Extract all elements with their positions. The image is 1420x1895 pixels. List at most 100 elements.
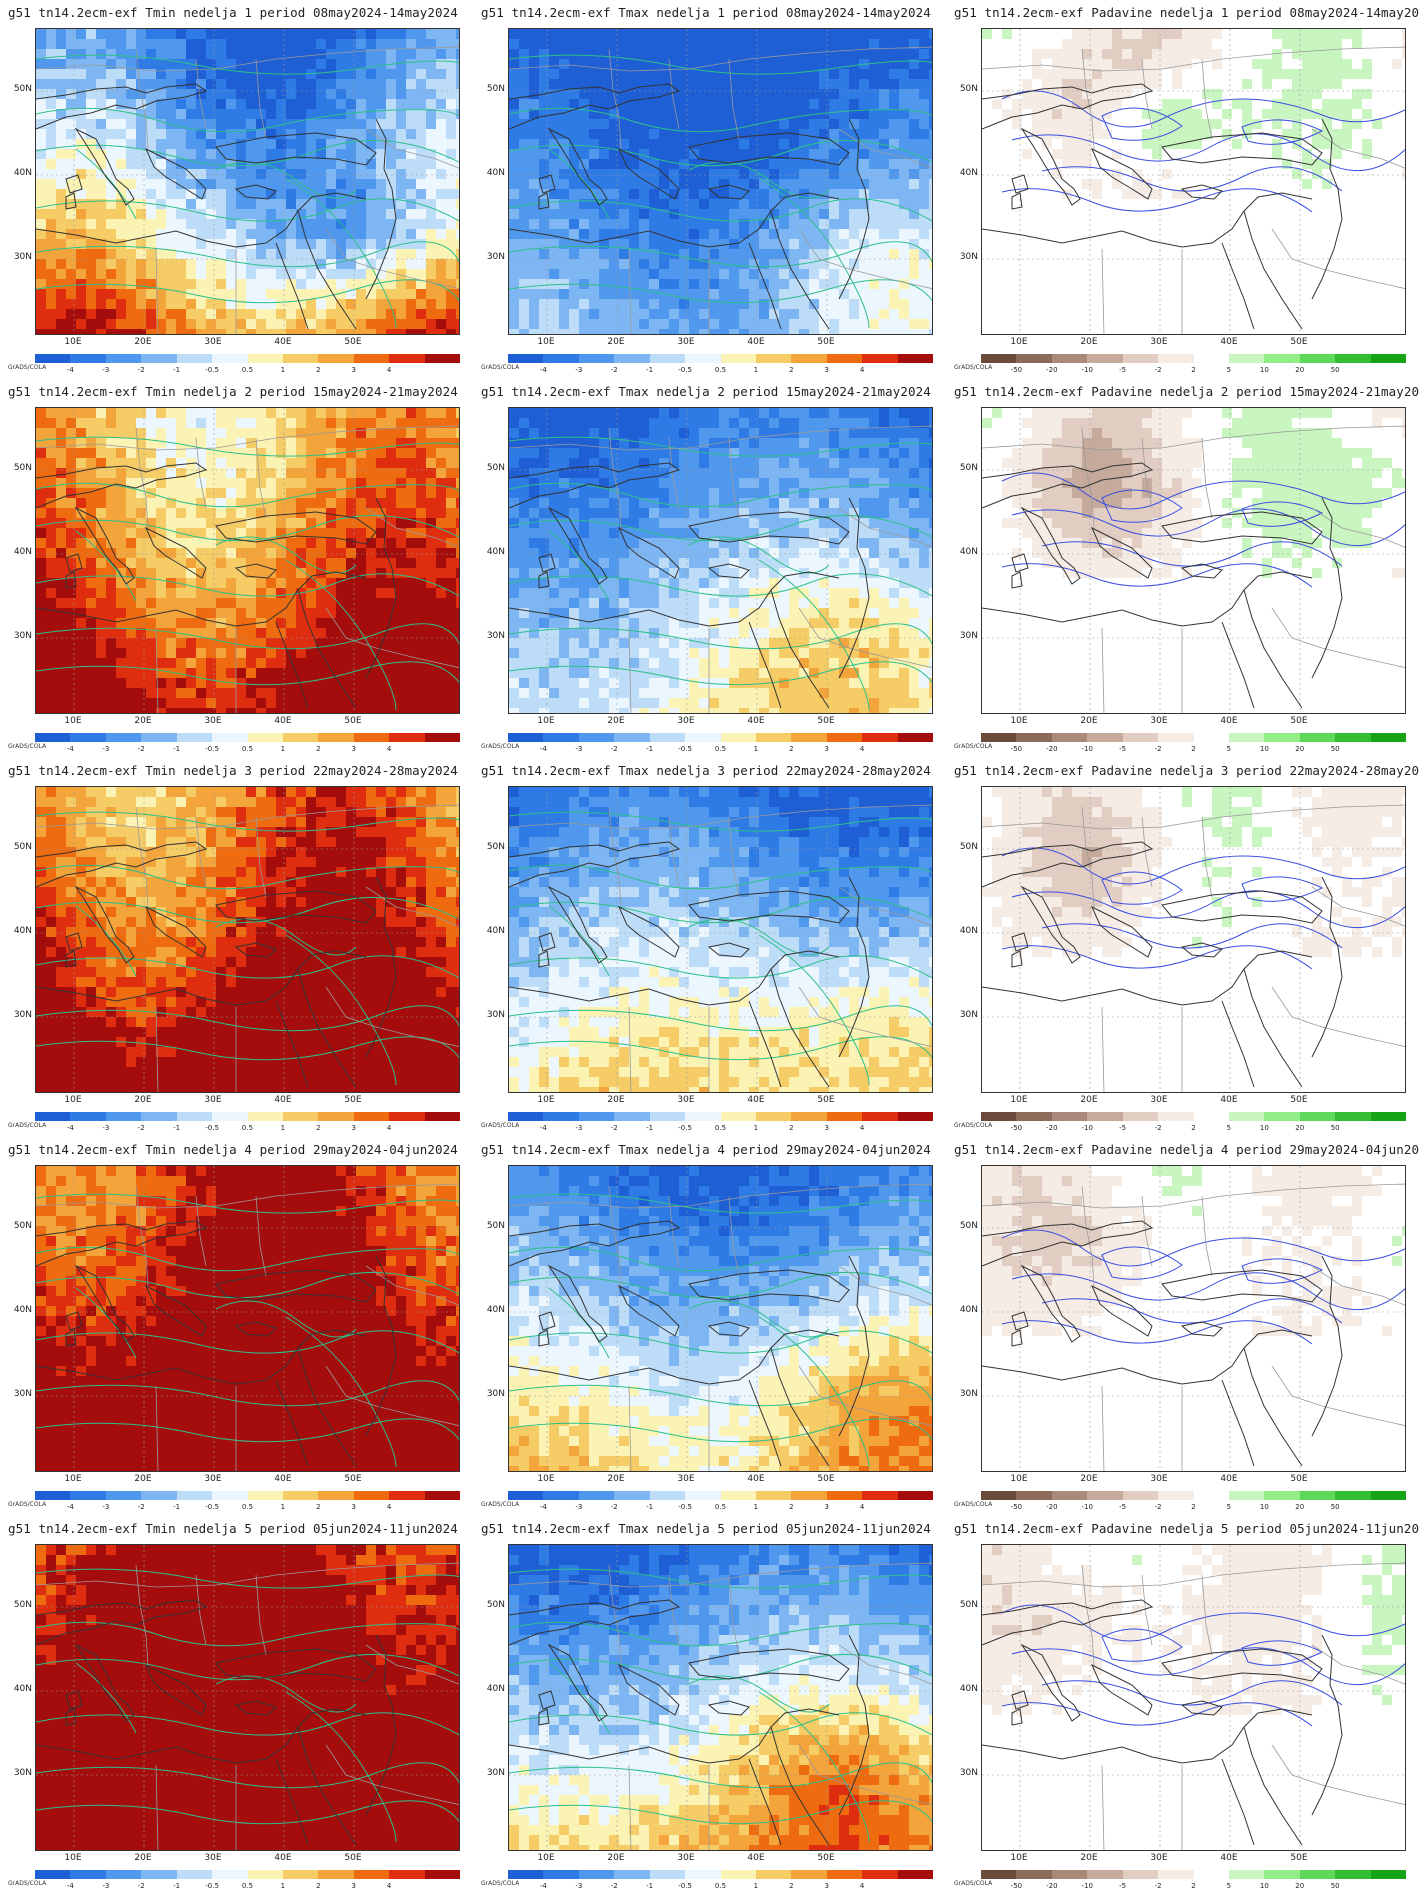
legend-swatch — [1299, 733, 1336, 742]
legend-label: 3 — [817, 1124, 837, 1132]
legend-label: 4 — [379, 745, 399, 753]
longitude-tick: 50E — [338, 337, 368, 347]
legend-swatch — [543, 733, 579, 742]
legend-swatch — [212, 733, 248, 742]
anomaly-map — [981, 1544, 1406, 1851]
legend-swatch — [1228, 1870, 1265, 1879]
latitude-tick: 50N — [475, 84, 505, 94]
legend-label: -50 — [1006, 1503, 1026, 1511]
grads-credit: GrADS/COLA — [954, 1122, 992, 1129]
legend-swatch — [685, 1491, 721, 1500]
legend-label: -20 — [1042, 745, 1062, 753]
latitude-tick: 50N — [2, 1600, 32, 1610]
latitude-tick: 40N — [948, 1305, 978, 1315]
legend-label: 50 — [1325, 745, 1345, 753]
latitude-tick: 30N — [2, 1010, 32, 1020]
latitude-tick: 40N — [475, 168, 505, 178]
longitude-tick: 40E — [1214, 1095, 1244, 1105]
longitude-tick: 20E — [1074, 1095, 1104, 1105]
longitude-tick: 50E — [338, 716, 368, 726]
legend-label: 10 — [1254, 1503, 1274, 1511]
legend-label: -10 — [1077, 1503, 1097, 1511]
legend-label: 5 — [1219, 1882, 1239, 1890]
latitude-tick: 50N — [948, 1600, 978, 1610]
legend-label: 2 — [1184, 1503, 1204, 1511]
legend-label: 1 — [746, 366, 766, 374]
latitude-tick: 40N — [475, 547, 505, 557]
panel-title: g51 tn14.2ecm-exf Tmin nedelja 5 period … — [8, 1521, 458, 1536]
legend-label: -4 — [60, 745, 80, 753]
legend-swatch — [1264, 1870, 1300, 1879]
legend-label: 4 — [852, 366, 872, 374]
map-panel-tmin-week-5: g51 tn14.2ecm-exf Tmin nedelja 5 period … — [0, 1516, 473, 1895]
legend-label: -3 — [96, 366, 116, 374]
anomaly-map — [981, 407, 1406, 714]
map-panel-tmax-week-2: g51 tn14.2ecm-exf Tmax nedelja 2 period … — [473, 379, 946, 758]
legend-swatch — [614, 354, 650, 363]
grads-credit: GrADS/COLA — [481, 743, 519, 750]
legend-swatch — [897, 1112, 934, 1121]
legend-swatch — [543, 1112, 579, 1121]
legend-swatch — [578, 1491, 615, 1500]
legend-swatch — [1122, 1491, 1159, 1500]
legend-swatch — [35, 733, 71, 742]
legend-swatch — [897, 733, 934, 742]
legend-swatch — [318, 1491, 354, 1500]
legend-label: 20 — [1290, 1882, 1310, 1890]
legend-swatch — [389, 733, 425, 742]
longitude-tick: 30E — [198, 1474, 228, 1484]
legend-swatch — [578, 1112, 615, 1121]
legend-swatch — [318, 354, 354, 363]
legend-label: 4 — [852, 1882, 872, 1890]
legend-label: -3 — [569, 1124, 589, 1132]
legend-swatch — [649, 1870, 686, 1879]
legend-swatch — [318, 733, 354, 742]
latitude-tick: 50N — [475, 463, 505, 473]
latitude-tick: 40N — [2, 1684, 32, 1694]
grads-credit: GrADS/COLA — [481, 1122, 519, 1129]
legend-label: -0.5 — [675, 1124, 695, 1132]
legend-swatch — [685, 354, 721, 363]
latitude-tick: 30N — [475, 1768, 505, 1778]
legend-swatch — [247, 1870, 283, 1879]
longitude-tick: 10E — [531, 1853, 561, 1863]
color-legend — [981, 1870, 1407, 1879]
longitude-tick: 10E — [531, 1095, 561, 1105]
legend-swatch — [791, 1491, 827, 1500]
legend-label: -1 — [167, 1124, 187, 1132]
longitude-tick: 30E — [1144, 1853, 1174, 1863]
longitude-tick: 30E — [198, 337, 228, 347]
latitude-tick: 30N — [2, 631, 32, 641]
legend-swatch — [649, 354, 686, 363]
latitude-tick: 30N — [475, 252, 505, 262]
color-legend — [35, 1870, 461, 1879]
legend-label: -4 — [533, 1503, 553, 1511]
legend-label: 50 — [1325, 1503, 1345, 1511]
legend-swatch — [353, 1491, 390, 1500]
legend-label: -2 — [1148, 1503, 1168, 1511]
longitude-tick: 10E — [1004, 337, 1034, 347]
longitude-tick: 50E — [811, 1853, 841, 1863]
legend-label: 1 — [273, 1503, 293, 1511]
legend-swatch — [1016, 733, 1052, 742]
legend-label: 1 — [746, 1882, 766, 1890]
legend-label: -1 — [640, 1882, 660, 1890]
legend-swatch — [614, 1491, 650, 1500]
legend-swatch — [1087, 1112, 1123, 1121]
legend-swatch — [720, 1491, 756, 1500]
legend-swatch — [614, 1870, 650, 1879]
longitude-tick: 30E — [1144, 337, 1174, 347]
longitude-tick: 50E — [338, 1095, 368, 1105]
legend-swatch — [720, 733, 756, 742]
longitude-tick: 10E — [58, 1095, 88, 1105]
longitude-tick: 30E — [671, 716, 701, 726]
anomaly-map — [35, 407, 460, 714]
map-panel-tmax-week-3: g51 tn14.2ecm-exf Tmax nedelja 3 period … — [473, 758, 946, 1137]
legend-swatch — [543, 1491, 579, 1500]
legend-swatch — [543, 1870, 579, 1879]
legend-swatch — [1335, 354, 1371, 363]
panel-title: g51 tn14.2ecm-exf Tmin nedelja 1 period … — [8, 5, 458, 20]
legend-label: -2 — [1148, 1124, 1168, 1132]
longitude-tick: 40E — [741, 716, 771, 726]
legend-swatch — [212, 1870, 248, 1879]
